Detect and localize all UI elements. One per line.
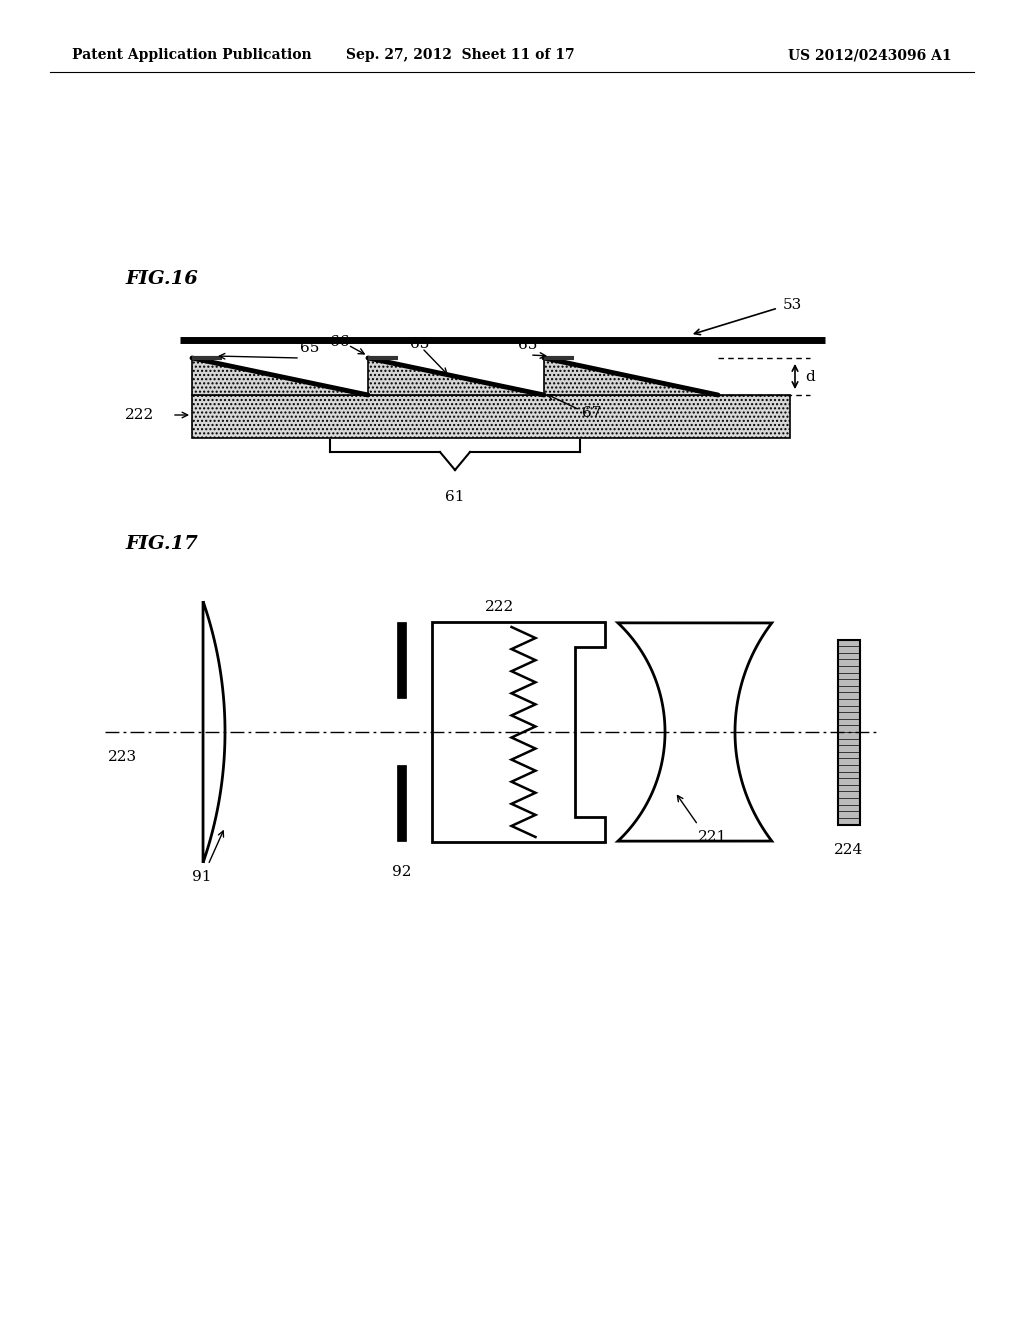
- Polygon shape: [368, 358, 544, 395]
- Text: FIG.17: FIG.17: [125, 535, 198, 553]
- Text: 53: 53: [783, 298, 802, 312]
- Polygon shape: [432, 622, 605, 842]
- Text: 63: 63: [410, 337, 429, 351]
- Text: US 2012/0243096 A1: US 2012/0243096 A1: [788, 48, 952, 62]
- Text: 222: 222: [125, 408, 155, 422]
- Text: 66: 66: [330, 335, 349, 348]
- Text: Sep. 27, 2012  Sheet 11 of 17: Sep. 27, 2012 Sheet 11 of 17: [346, 48, 574, 62]
- Text: 222: 222: [485, 601, 515, 614]
- Text: 65: 65: [518, 338, 538, 352]
- Text: d: d: [805, 370, 815, 384]
- Text: Patent Application Publication: Patent Application Publication: [72, 48, 311, 62]
- Text: 65: 65: [300, 341, 319, 355]
- Polygon shape: [203, 602, 225, 863]
- Polygon shape: [193, 358, 368, 395]
- Polygon shape: [617, 623, 772, 841]
- Text: 61: 61: [445, 490, 465, 504]
- Text: 92: 92: [392, 865, 412, 879]
- Bar: [838, 639, 860, 825]
- Text: 224: 224: [835, 842, 863, 857]
- Text: 67: 67: [582, 407, 601, 420]
- Polygon shape: [544, 358, 718, 395]
- Polygon shape: [193, 395, 790, 438]
- Text: 221: 221: [698, 830, 727, 843]
- Text: 91: 91: [193, 870, 212, 884]
- Text: 223: 223: [108, 750, 137, 764]
- Text: FIG.16: FIG.16: [125, 271, 198, 288]
